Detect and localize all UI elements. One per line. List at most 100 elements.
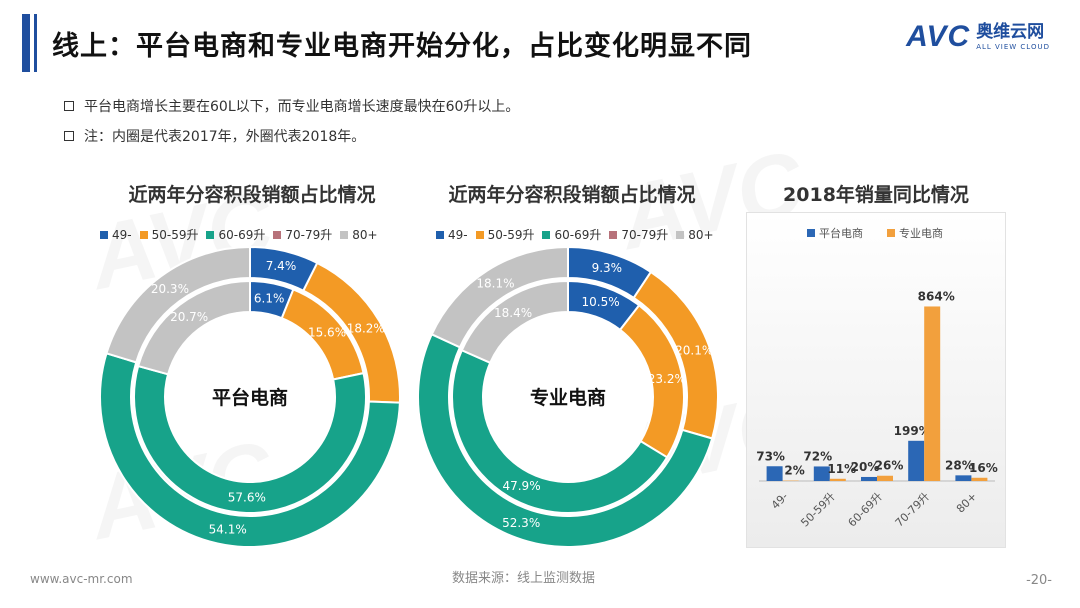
- legend-label: 专业电商: [899, 226, 943, 240]
- legend-label: 49-: [112, 227, 132, 242]
- legend-label: 80+: [688, 227, 714, 242]
- bar-value-label: 20%: [851, 460, 880, 474]
- legend-swatch: [273, 230, 282, 239]
- bar: [908, 440, 925, 481]
- donut-inner-label: 18.4%: [494, 306, 532, 320]
- donut-outer-label: 7.4%: [266, 259, 297, 273]
- legend-label: 49-: [448, 227, 468, 242]
- bar: [766, 466, 783, 481]
- bar-value-label: 28%: [945, 458, 974, 472]
- bar: [829, 478, 846, 481]
- donut-outer-slice: [430, 245, 569, 349]
- bar: [971, 477, 988, 481]
- bar-chart-sales-yoy: 平台电商 专业电商 73%2% 49- 72%11% 50-59升 20%26% 60-69升…: [756, 226, 998, 530]
- legend-swatch: [139, 230, 148, 239]
- legend-item: 80+: [676, 227, 714, 242]
- donut-inner-label: 10.5%: [581, 295, 619, 309]
- page-title: 线上：平台电商和专业电商开始分化，占比变化明显不同: [52, 31, 752, 62]
- donut-outer-label: 20.3%: [151, 282, 189, 296]
- bullet-item: 平台电商增长主要在60L以下，而专业电商增长速度最快在60升以上。: [64, 96, 519, 116]
- x-tick-label: 70-79升: [893, 490, 933, 530]
- donut1-title: 近两年分容积段销额占比情况: [128, 184, 376, 206]
- legend-swatch: [887, 229, 895, 237]
- bar-value-label: 16%: [969, 461, 998, 475]
- donut2-legend: 49- 50-59升 60-69升 70-79升 80+: [436, 226, 714, 243]
- donut-inner-label: 47.9%: [502, 479, 540, 493]
- legend-item: 60-69升: [542, 226, 601, 243]
- legend-item: 70-79升: [273, 226, 332, 243]
- legend-label: 80+: [352, 227, 378, 242]
- donut-chart-platform: 7.4% 18.2% 54.1% 20.3% 6.1% 15.6% 57.6% 20.7% 平台…: [99, 245, 401, 548]
- legend-swatch: [676, 230, 685, 239]
- donut-inner-slice: [133, 364, 367, 514]
- bar-value-label: 199%: [894, 424, 931, 438]
- footer-source: 数据来源：线上监测数据: [452, 571, 596, 586]
- legend-swatch: [206, 230, 215, 239]
- donut-outer-label: 18.1%: [476, 277, 514, 291]
- legend-label: 60-69升: [554, 228, 602, 242]
- donut-center-label: 专业电商: [530, 386, 606, 409]
- bar: [955, 475, 972, 481]
- brand-logo: AVC: [906, 20, 971, 53]
- legend-item: 50-59升: [139, 226, 199, 243]
- bar-value-label: 72%: [803, 449, 832, 463]
- donut-inner-slice: [460, 279, 569, 365]
- legend-item: 50-59升: [475, 226, 535, 243]
- legend-label: 70-79升: [621, 228, 669, 242]
- legend-item: 70-79升: [609, 226, 668, 243]
- legend-label: 70-79升: [285, 228, 333, 242]
- legend-swatch: [436, 230, 444, 239]
- bar-chart-title: 2018年销量同比情况: [783, 184, 969, 206]
- donut-outer-slice: [105, 245, 251, 364]
- legend-swatch: [542, 230, 551, 239]
- donut2-title: 近两年分容积段销额占比情况: [448, 184, 696, 206]
- title-accent-bar-thin: [34, 14, 37, 72]
- donut-inner-label: 6.1%: [254, 291, 284, 305]
- legend-item: 49-: [436, 228, 468, 242]
- donut1-legend: 49- 50-59升 60-69升 70-79升 80+: [100, 226, 378, 243]
- brand-name-en: ALL VIEW CLOUD: [976, 42, 1050, 51]
- donut-outer-slice: [99, 352, 401, 548]
- bar: [813, 466, 830, 481]
- donut-inner-label: 20.7%: [170, 310, 208, 324]
- donut-outer-label: 20.1%: [675, 344, 713, 358]
- donut-inner-label: 15.6%: [308, 325, 346, 339]
- bullet-item: 注：内圈是代表2017年，外圈代表2018年。: [64, 126, 519, 146]
- footer-website: www.avc-mr.com: [30, 572, 133, 586]
- brand-name-cn: 奥维云网: [976, 21, 1045, 42]
- brand: AVC 奥维云网 ALL VIEW CLOUD: [906, 20, 1050, 54]
- legend-item: 80+: [340, 227, 378, 242]
- legend-label: 50-59升: [487, 228, 535, 242]
- donut-inner-label: 23.2%: [648, 372, 686, 386]
- x-tick-label: 50-59升: [798, 490, 838, 530]
- bar-value-label: 11%: [827, 462, 856, 476]
- legend-item: 60-69升: [206, 226, 265, 243]
- donut-outer-label: 9.3%: [592, 261, 623, 275]
- x-tick-label: 60-69升: [846, 490, 886, 530]
- donut-inner-label: 57.6%: [228, 490, 266, 504]
- donut-chart-professional: 9.3% 20.1% 52.3% 18.1% 10.5% 23.2% 47.9% 18.4% 专…: [417, 245, 719, 548]
- legend-swatch: [807, 229, 815, 237]
- x-tick-label: 49-: [769, 490, 791, 512]
- donut-outer-slice: [417, 332, 714, 548]
- donut-outer-label: 18.2%: [347, 322, 385, 336]
- donut-center-label: 平台电商: [212, 386, 288, 409]
- bullet-text: 注：内圈是代表2017年，外圈代表2018年。: [84, 129, 366, 145]
- bar-value-label: 26%: [875, 459, 904, 473]
- bar-value-label: 2%: [784, 464, 804, 478]
- x-tick-label: 80+: [954, 490, 980, 516]
- bullet-square-icon: [64, 131, 74, 141]
- legend-swatch: [340, 230, 349, 239]
- title-accent-bar: [22, 14, 30, 72]
- legend-swatch: [100, 230, 108, 239]
- donut-inner-slice: [451, 348, 669, 514]
- legend-label: 平台电商: [819, 226, 863, 240]
- bar: [877, 475, 893, 481]
- bar: [924, 306, 941, 481]
- bullet-list: 平台电商增长主要在60L以下，而专业电商增长速度最快在60升以上。 注：内圈是代…: [64, 96, 519, 156]
- bar-value-label: 73%: [756, 449, 785, 463]
- legend-swatch: [475, 230, 484, 239]
- bar-chart-panel: 平台电商 专业电商 73% 2% 49- 72% 11% 50-59升 20% 26% 60-69升…: [746, 212, 1006, 548]
- legend-label: 50-59升: [151, 228, 199, 242]
- donut-outer-label: 52.3%: [502, 516, 540, 530]
